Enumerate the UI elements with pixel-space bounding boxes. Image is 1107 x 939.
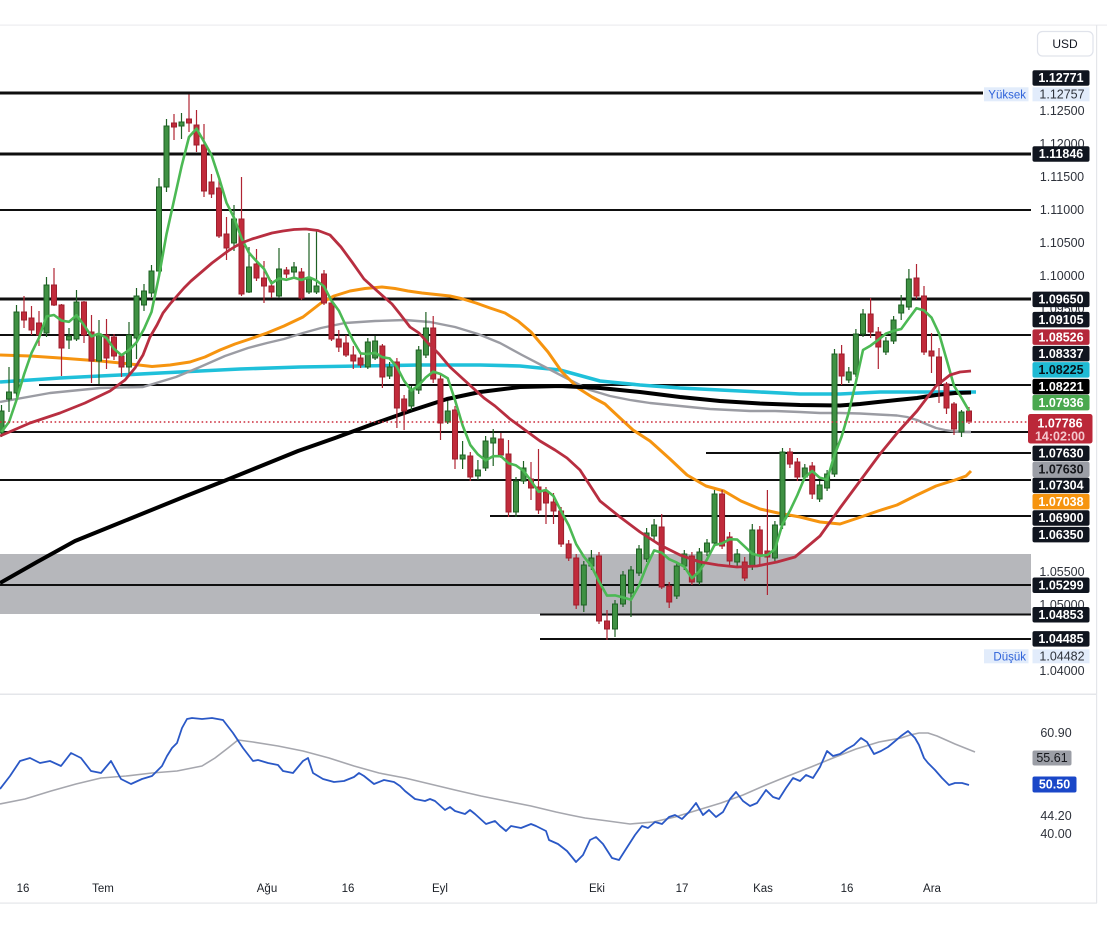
svg-text:Eki: Eki <box>589 883 605 895</box>
svg-text:Yüksek: Yüksek <box>988 89 1026 101</box>
svg-text:Düşük: Düşük <box>993 651 1026 663</box>
svg-text:1.12500: 1.12500 <box>1039 104 1084 118</box>
svg-text:1.10500: 1.10500 <box>1039 236 1084 250</box>
svg-text:1.12757: 1.12757 <box>1039 87 1084 101</box>
svg-text:1.04000: 1.04000 <box>1039 664 1084 678</box>
svg-text:Eyl: Eyl <box>432 883 448 895</box>
svg-text:1.08225: 1.08225 <box>1038 363 1083 377</box>
svg-text:Ara: Ara <box>923 883 942 895</box>
svg-text:1.07630: 1.07630 <box>1038 447 1083 461</box>
svg-text:1.12771: 1.12771 <box>1038 71 1083 85</box>
svg-text:Ağu: Ağu <box>257 883 277 895</box>
svg-text:1.08221: 1.08221 <box>1038 380 1083 394</box>
svg-text:17: 17 <box>676 883 689 895</box>
svg-text:1.06350: 1.06350 <box>1038 528 1083 542</box>
svg-text:1.04482: 1.04482 <box>1039 649 1084 663</box>
svg-text:1.08337: 1.08337 <box>1038 347 1083 361</box>
svg-text:16: 16 <box>841 883 854 895</box>
svg-text:1.07038: 1.07038 <box>1038 495 1083 509</box>
svg-text:USD: USD <box>1052 37 1078 51</box>
svg-text:1.04853: 1.04853 <box>1038 608 1083 622</box>
svg-text:1.07304: 1.07304 <box>1038 479 1083 493</box>
svg-text:1.07786: 1.07786 <box>1037 416 1082 430</box>
svg-text:16: 16 <box>17 883 30 895</box>
svg-text:Kas: Kas <box>753 883 773 895</box>
svg-text:1.07630: 1.07630 <box>1038 463 1083 477</box>
svg-text:1.06900: 1.06900 <box>1038 511 1083 525</box>
svg-text:55.61: 55.61 <box>1036 751 1067 765</box>
svg-text:1.09650: 1.09650 <box>1038 293 1083 307</box>
svg-text:1.11500: 1.11500 <box>1040 170 1084 184</box>
svg-text:1.08526: 1.08526 <box>1038 330 1083 344</box>
svg-text:1.05299: 1.05299 <box>1038 579 1083 593</box>
svg-text:40.00: 40.00 <box>1040 827 1071 841</box>
svg-text:60.90: 60.90 <box>1040 726 1071 740</box>
svg-text:1.04485: 1.04485 <box>1038 632 1083 646</box>
svg-text:1.11000: 1.11000 <box>1040 203 1084 217</box>
svg-text:14:02:00: 14:02:00 <box>1035 430 1085 444</box>
svg-text:1.10000: 1.10000 <box>1039 269 1084 283</box>
svg-text:44.20: 44.20 <box>1040 809 1071 823</box>
svg-text:1.09105: 1.09105 <box>1038 313 1083 327</box>
svg-text:1.05500: 1.05500 <box>1039 565 1084 579</box>
svg-text:1.11846: 1.11846 <box>1039 147 1084 161</box>
svg-text:16: 16 <box>342 883 355 895</box>
svg-text:50.50: 50.50 <box>1039 778 1070 792</box>
svg-text:1.07936: 1.07936 <box>1038 396 1083 410</box>
svg-text:Tem: Tem <box>92 883 114 895</box>
